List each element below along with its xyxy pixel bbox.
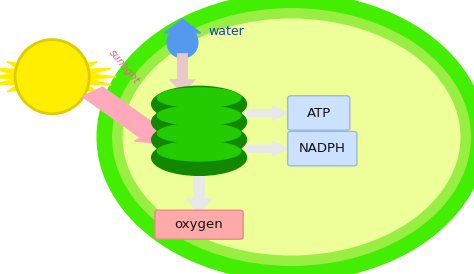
Ellipse shape <box>123 19 460 255</box>
Polygon shape <box>83 79 111 85</box>
Ellipse shape <box>157 124 241 143</box>
Ellipse shape <box>157 141 241 161</box>
Ellipse shape <box>113 9 470 265</box>
Polygon shape <box>164 19 201 33</box>
Polygon shape <box>27 87 46 96</box>
Polygon shape <box>44 55 61 64</box>
Ellipse shape <box>167 27 198 58</box>
Polygon shape <box>89 74 116 79</box>
Polygon shape <box>58 57 77 66</box>
Ellipse shape <box>152 122 246 158</box>
Ellipse shape <box>15 40 89 114</box>
Ellipse shape <box>157 106 241 125</box>
Ellipse shape <box>157 88 241 107</box>
Polygon shape <box>7 62 32 70</box>
Ellipse shape <box>152 140 246 175</box>
FancyArrow shape <box>82 87 167 144</box>
Polygon shape <box>27 57 46 66</box>
Polygon shape <box>58 87 77 96</box>
FancyArrow shape <box>246 141 289 156</box>
Polygon shape <box>73 84 97 92</box>
FancyBboxPatch shape <box>288 96 350 130</box>
FancyBboxPatch shape <box>155 210 243 239</box>
Ellipse shape <box>152 86 246 122</box>
Polygon shape <box>7 84 32 92</box>
Text: sunlight: sunlight <box>107 48 141 86</box>
FancyArrow shape <box>169 53 195 93</box>
FancyArrow shape <box>186 171 212 214</box>
Text: NADPH: NADPH <box>299 142 346 155</box>
Text: oxygen: oxygen <box>175 218 223 231</box>
Polygon shape <box>0 74 15 79</box>
Ellipse shape <box>97 0 474 274</box>
Text: ATP: ATP <box>307 107 331 119</box>
Polygon shape <box>44 89 61 98</box>
Polygon shape <box>0 68 21 75</box>
Polygon shape <box>0 79 21 85</box>
FancyArrow shape <box>246 105 289 121</box>
Polygon shape <box>83 68 111 75</box>
FancyBboxPatch shape <box>288 132 357 166</box>
Ellipse shape <box>152 104 246 140</box>
Text: water: water <box>209 25 244 38</box>
Polygon shape <box>73 62 97 70</box>
